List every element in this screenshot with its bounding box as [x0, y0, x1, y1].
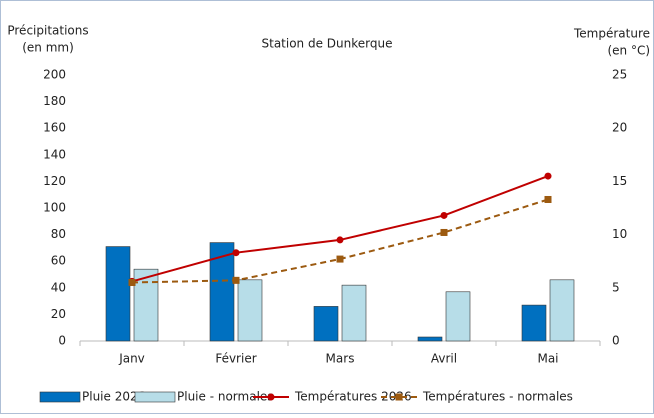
x-tick-label: Février	[215, 352, 256, 366]
legend-swatch	[134, 391, 176, 403]
bar	[105, 246, 131, 342]
bar	[521, 304, 547, 342]
legend-label: Pluie - normales	[177, 390, 274, 404]
y-tick-label: 80	[51, 227, 66, 241]
marker	[232, 276, 240, 284]
marker	[544, 172, 552, 180]
y2-tick-label: 20	[612, 121, 627, 135]
x-tick-label: Mars	[326, 352, 355, 366]
y2-tick-label: 5	[612, 280, 620, 294]
legend-marker	[267, 393, 275, 401]
y-tick-label: 0	[58, 334, 66, 348]
y-axis-label: Précipitations	[7, 24, 88, 38]
y-tick-label: 60	[51, 254, 66, 268]
y-axis-label: (en mm)	[22, 41, 74, 55]
y2-tick-label: 0	[612, 334, 620, 348]
marker	[336, 236, 344, 244]
marker	[440, 211, 448, 219]
y2-tick-label: 25	[612, 68, 627, 82]
marker	[336, 255, 344, 263]
y2-axis-label: Température	[573, 27, 650, 41]
y2-axis-label: (en °C)	[607, 44, 650, 58]
x-tick-label: Janv	[118, 352, 145, 366]
y-tick-label: 100	[43, 201, 66, 215]
legend-label: Pluie 2026	[82, 390, 145, 404]
marker	[232, 249, 240, 257]
x-tick-label: Mai	[537, 352, 558, 366]
y-tick-label: 160	[43, 121, 66, 135]
y-tick-label: 120	[43, 174, 66, 188]
bar	[313, 306, 339, 342]
legend-label: Températures - normales	[422, 390, 573, 404]
bar	[445, 291, 471, 342]
bar	[237, 279, 263, 342]
y-tick-label: 140	[43, 147, 66, 161]
y2-tick-label: 10	[612, 227, 627, 241]
marker	[544, 195, 552, 203]
y-tick-label: 40	[51, 280, 66, 294]
chart-title: Station de Dunkerque	[262, 37, 393, 51]
bar	[341, 284, 367, 342]
legend-swatch	[39, 391, 81, 403]
x-tick-label: Avril	[431, 352, 457, 366]
y-tick-label: 20	[51, 307, 66, 321]
y-tick-label: 180	[43, 94, 66, 108]
legend-marker	[395, 393, 403, 401]
legend-label: Températures 2026	[294, 390, 412, 404]
bar	[549, 279, 575, 342]
bar	[417, 336, 443, 342]
y-tick-label: 200	[43, 68, 66, 82]
marker	[440, 228, 448, 236]
y2-tick-label: 15	[612, 174, 627, 188]
marker	[128, 278, 136, 286]
